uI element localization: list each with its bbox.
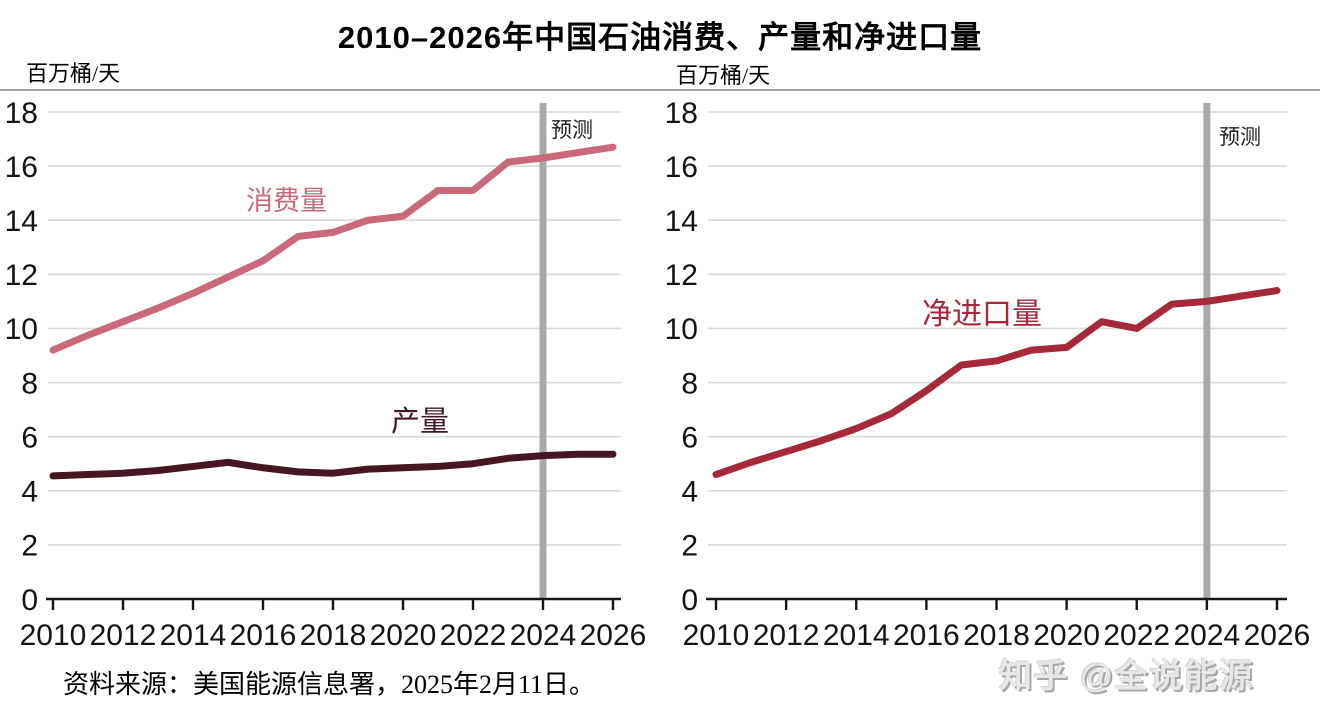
- y-tick-label: 4: [21, 476, 38, 509]
- left-forecast-label: 预测: [551, 118, 593, 142]
- y-tick-label: 0: [681, 584, 698, 617]
- x-tick-label: 2014: [823, 619, 890, 652]
- y-tick-label: 16: [5, 151, 38, 184]
- y-tick-label: 18: [665, 97, 698, 130]
- y-tick-label: 6: [681, 421, 698, 454]
- net-imports-line: [712, 287, 1281, 479]
- left-axis-unit-label: 百万桶/天: [26, 61, 121, 86]
- x-tick-label: 2022: [440, 619, 507, 652]
- x-tick-label: 2018: [963, 619, 1030, 652]
- x-tick-label: 2016: [230, 619, 297, 652]
- forecast-divider: [1203, 103, 1211, 599]
- consumption-line: [49, 143, 617, 354]
- x-tick-label: 2010: [683, 619, 750, 652]
- y-tick-label: 0: [21, 584, 38, 617]
- y-tick-label: 12: [665, 259, 698, 292]
- x-tick-label: 2014: [160, 619, 227, 652]
- header-separator: [0, 89, 1320, 91]
- x-tick-label: 2016: [893, 619, 960, 652]
- y-tick-label: 4: [681, 476, 698, 509]
- forecast-divider: [539, 103, 547, 599]
- y-tick-label: 10: [5, 313, 38, 346]
- x-tick-label: 2022: [1103, 619, 1170, 652]
- x-tick-label: 2024: [1174, 619, 1241, 652]
- y-tick-label: 14: [5, 205, 38, 238]
- y-tick-label: 12: [5, 259, 38, 292]
- y-tick-label: 2: [681, 530, 698, 563]
- consumption-series-label: 消费量: [246, 186, 327, 216]
- y-tick-label: 8: [681, 367, 698, 400]
- y-tick-label: 6: [21, 421, 38, 454]
- x-tick-label: 2010: [20, 619, 87, 652]
- x-tick-label: 2012: [753, 619, 820, 652]
- chart-title: 2010–2026年中国石油消费、产量和净进口量: [337, 20, 983, 55]
- x-tick-label: 2024: [510, 619, 577, 652]
- y-tick-label: 8: [21, 367, 38, 400]
- y-tick-label: 2: [21, 530, 38, 563]
- net-imports-series-label: 净进口量: [922, 298, 1042, 331]
- right-axis-unit-label: 百万桶/天: [676, 63, 771, 88]
- x-tick-label: 2018: [300, 619, 367, 652]
- x-tick-label: 2026: [1244, 619, 1311, 652]
- x-tick-label: 2026: [580, 619, 647, 652]
- production-line: [49, 450, 617, 480]
- x-tick-label: 2020: [370, 619, 437, 652]
- y-tick-label: 14: [665, 205, 698, 238]
- y-tick-label: 16: [665, 151, 698, 184]
- right-forecast-label: 预测: [1219, 125, 1261, 149]
- production-series-label: 产量: [391, 406, 450, 438]
- x-tick-label: 2020: [1033, 619, 1100, 652]
- y-tick-label: 10: [665, 313, 698, 346]
- y-tick-label: 18: [5, 97, 38, 130]
- x-tick-label: 2012: [90, 619, 157, 652]
- watermark: 知乎 @全说能源: [999, 657, 1255, 694]
- source-note: 资料来源：美国能源信息署，2025年2月11日。: [63, 670, 596, 699]
